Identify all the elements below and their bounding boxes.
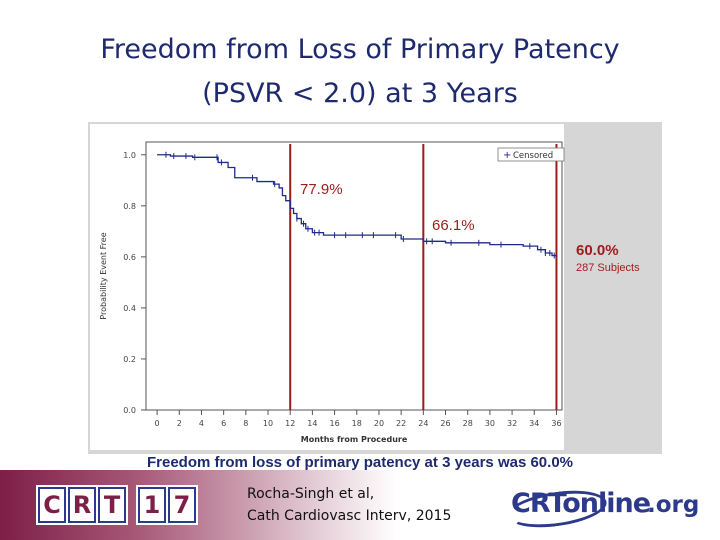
crt-logo-digit-1: 1 [138,487,166,523]
y-axis-label: Probability Event Free [99,232,108,319]
plot-frame [145,141,563,411]
x-tick-label: 4 [199,419,204,428]
x-tick-label: 20 [374,419,384,428]
slide-title-line-2: (PSVR < 2.0) at 3 Years [202,78,518,109]
annotation-12mo-background [298,178,352,199]
x-tick-label: 14 [307,419,317,428]
y-tick-label: 0.0 [123,406,136,415]
annotation-12mo: 77.9% [300,181,343,198]
x-tick-label: 2 [177,419,182,428]
x-tick-label: 12 [285,419,295,428]
crt-logo-digit-7: 7 [168,487,196,523]
crt-logo-letter-t: T [98,487,126,523]
annotation-24mo: 66.1% [432,217,475,234]
x-tick-label: 18 [352,419,362,428]
annotation-24mo-background [430,214,488,235]
survival-curve [157,154,558,257]
crt-logo-spacer [128,487,136,523]
annotation-36mo: 60.0% [576,242,619,259]
y-tick-label: 0.8 [123,202,136,211]
legend-label: Censored [513,151,553,161]
x-tick-label: 32 [507,419,517,428]
x-tick-label: 0 [155,419,160,428]
x-tick-label: 36 [551,419,561,428]
crt17-logo: C R T 1 7 [38,487,196,523]
crtonline-logo-suffix: .org [647,492,700,518]
annotation-36mo-subjects: 287 Subjects [576,262,640,274]
crt-logo-letter-c: C [38,487,66,523]
slide-title: Freedom from Loss of Primary Patency (PS… [0,28,720,116]
citation-line-2: Cath Cardiovasc Interv, 2015 [247,508,452,524]
crt-logo-letter-r: R [68,487,96,523]
y-tick-label: 1.0 [123,151,136,160]
crtonline-logo-text: CRTonline [511,488,651,519]
x-tick-label: 22 [396,419,406,428]
x-tick-label: 16 [329,419,339,428]
x-tick-label: 28 [463,419,473,428]
y-tick-label: 0.4 [123,304,136,313]
y-tick-label: 0.6 [123,253,136,262]
x-tick-label: 30 [485,419,495,428]
citation: Rocha-Singh et al, Cath Cardiovasc Inter… [247,483,451,527]
x-tick-label: 8 [243,419,248,428]
citation-line-1: Rocha-Singh et al, [247,486,375,502]
x-tick-label: 26 [440,419,450,428]
chart-caption: Freedom from loss of primary patency at … [146,454,573,471]
x-tick-label: 6 [221,419,226,428]
legend-censor-symbol: + [503,150,511,161]
x-tick-label: 34 [529,419,539,428]
x-axis-label: Months from Procedure [301,435,408,444]
legend-box [497,147,565,162]
x-tick-label: 10 [263,419,273,428]
x-tick-label: 24 [418,419,428,428]
y-tick-label: 0.2 [123,355,136,364]
slide-title-line-1: Freedom from Loss of Primary Patency [100,34,620,65]
